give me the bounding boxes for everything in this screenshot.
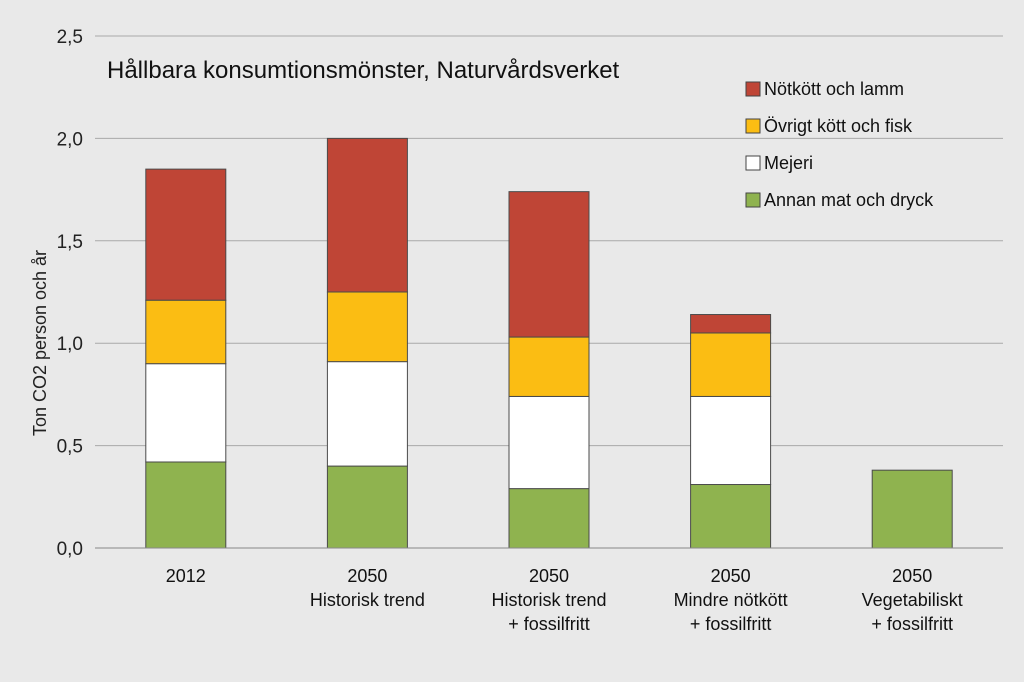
bar-segment xyxy=(326,361,408,467)
bar-segment xyxy=(508,395,590,490)
bars xyxy=(145,137,953,549)
x-category-label: 2050 xyxy=(529,566,569,586)
y-tick-label: 0,0 xyxy=(57,539,83,560)
bar-segment xyxy=(145,363,227,463)
x-axis-categories: 2012 2050 Historisk trend 2050 Historisk tre… xyxy=(166,566,963,634)
y-tick-label: 0,5 xyxy=(57,437,83,458)
y-tick-label: 2,0 xyxy=(57,129,83,150)
bar-segment xyxy=(326,137,408,293)
bar-segment xyxy=(508,336,590,397)
legend: Nötkött och lamm Övrigt kött och fisk Meje… xyxy=(745,79,934,210)
legend-swatch xyxy=(745,118,761,134)
x-category-label: 2050 xyxy=(347,566,387,586)
y-tick-label: 2,5 xyxy=(57,27,83,48)
bar-segment xyxy=(690,484,772,549)
bar-segment xyxy=(508,191,590,338)
bar-segment xyxy=(871,469,953,549)
x-category-label: Vegetabiliskt xyxy=(862,590,963,610)
bar-segment xyxy=(690,314,772,334)
legend-label: Övrigt kött och fisk xyxy=(764,116,913,136)
y-axis-ticks: 0,0 0,5 1,0 1,5 2,0 2,5 xyxy=(57,27,83,560)
legend-swatch xyxy=(745,155,761,171)
x-category-label: 2050 xyxy=(892,566,932,586)
x-category-label: + fossilfritt xyxy=(508,614,590,634)
bar-segment xyxy=(326,465,408,549)
legend-label: Nötkött och lamm xyxy=(764,79,904,99)
bar-segment xyxy=(508,488,590,549)
y-tick-label: 1,5 xyxy=(57,232,83,253)
bar-segment xyxy=(690,395,772,486)
legend-swatch xyxy=(745,192,761,208)
chart-title: Hållbara konsumtionsmönster, Naturvårdsv… xyxy=(107,57,620,84)
bar-segment xyxy=(145,461,227,549)
bar-segment xyxy=(145,299,227,365)
bar-segment xyxy=(326,291,408,363)
y-axis-label: Ton CO2 person och år xyxy=(30,250,50,436)
x-category-label: + fossilfritt xyxy=(871,614,953,634)
bar-segment xyxy=(690,332,772,397)
legend-label: Mejeri xyxy=(764,153,813,173)
x-category-label: 2012 xyxy=(166,566,206,586)
x-category-label: 2050 xyxy=(711,566,751,586)
x-category-label: + fossilfritt xyxy=(690,614,772,634)
legend-label: Annan mat och dryck xyxy=(764,190,934,210)
x-category-label: Mindre nötkött xyxy=(674,590,788,610)
x-category-label: Historisk trend xyxy=(491,590,606,610)
bar-segment xyxy=(145,168,227,301)
legend-swatch xyxy=(745,81,761,97)
x-category-label: Historisk trend xyxy=(310,590,425,610)
y-tick-label: 1,0 xyxy=(57,334,83,355)
